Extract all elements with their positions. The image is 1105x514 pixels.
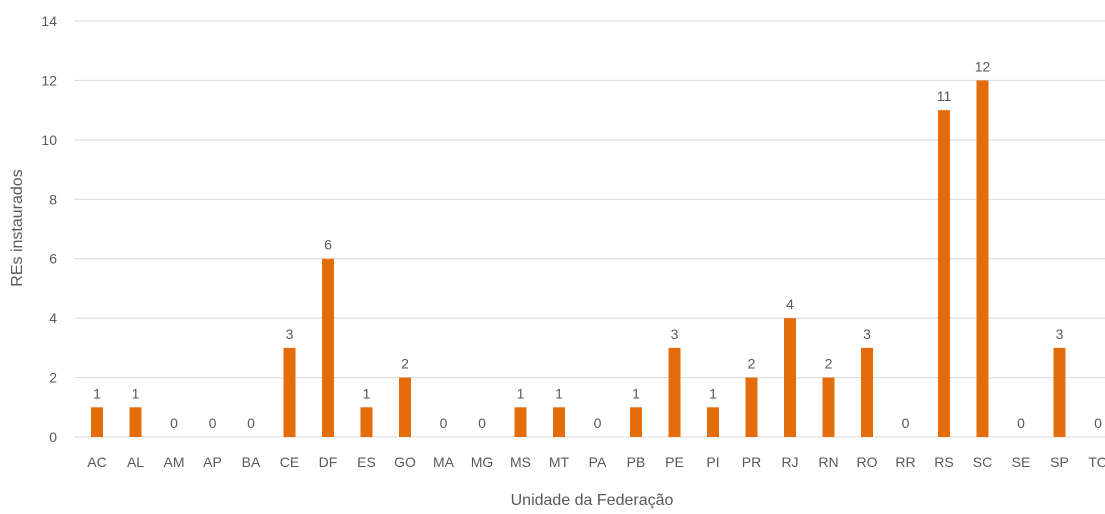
x-tick-label-go: GO <box>394 454 416 470</box>
x-tick-label-mg: MG <box>471 454 494 470</box>
x-tick-label-pi: PI <box>706 454 719 470</box>
y-tick-label: 12 <box>41 72 57 88</box>
bar-es <box>360 407 373 437</box>
bar-go <box>399 377 411 437</box>
x-tick-label-rj: RJ <box>781 454 798 470</box>
data-label-pa: 0 <box>594 415 602 431</box>
x-tick-label-to: TO <box>1088 454 1105 470</box>
x-axis-title: Unidade da Federação <box>511 492 674 509</box>
data-label-rs: 11 <box>937 88 952 104</box>
data-label-es: 1 <box>363 385 371 401</box>
x-tick-label-mt: MT <box>549 454 570 470</box>
bar-rn <box>822 377 835 437</box>
y-tick-label: 6 <box>49 251 57 267</box>
bar-al <box>129 407 142 437</box>
x-tick-label-ap: AP <box>203 454 222 470</box>
y-tick-label: 2 <box>49 370 57 386</box>
data-label-mt: 1 <box>555 385 563 401</box>
bar-ac <box>91 407 103 437</box>
bar-pe <box>668 347 681 437</box>
data-label-rj: 4 <box>786 296 794 312</box>
y-tick-label: 10 <box>41 132 57 148</box>
x-tick-label-rr: RR <box>895 454 915 470</box>
data-label-pb: 1 <box>632 385 640 401</box>
x-tick-label-sp: SP <box>1050 454 1069 470</box>
x-tick-label-es: ES <box>357 454 376 470</box>
x-tick-label-ac: AC <box>87 454 106 470</box>
y-tick-label: 0 <box>49 429 57 445</box>
x-tick-label-pr: PR <box>742 454 761 470</box>
data-label-rr: 0 <box>902 415 910 431</box>
data-label-ap: 0 <box>209 415 217 431</box>
x-tick-label-al: AL <box>127 454 144 470</box>
bar-pb <box>630 407 642 437</box>
data-label-mg: 0 <box>478 415 486 431</box>
y-axis-tick-labels: 0 2 4 6 8 10 12 14 <box>41 13 57 445</box>
bar-sp <box>1053 347 1066 437</box>
x-tick-label-rn: RN <box>818 454 838 470</box>
bar-pr <box>745 377 758 437</box>
data-label-df: 6 <box>324 237 332 253</box>
bar-rs <box>938 110 950 438</box>
y-axis-title: REs instaurados <box>9 169 26 286</box>
data-label-se: 0 <box>1017 415 1025 431</box>
bar-ro <box>861 347 873 437</box>
y-tick-label: 8 <box>49 191 57 207</box>
data-label-to: 0 <box>1094 415 1102 431</box>
bar-ce <box>283 347 296 437</box>
y-tick-label: 14 <box>41 13 57 29</box>
data-label-pr: 2 <box>748 356 756 372</box>
data-label-am: 0 <box>170 415 178 431</box>
data-label-ms: 1 <box>517 385 525 401</box>
bar-pi <box>707 407 719 437</box>
x-tick-label-ba: BA <box>242 454 261 470</box>
data-label-ro: 3 <box>863 326 871 342</box>
x-tick-label-ce: CE <box>280 454 299 470</box>
x-tick-label-pb: PB <box>627 454 646 470</box>
gridlines <box>74 20 1105 438</box>
x-tick-label-ms: MS <box>510 454 531 470</box>
data-label-sc: 12 <box>975 58 991 74</box>
bars <box>91 80 1066 438</box>
x-tick-label-pe: PE <box>665 454 684 470</box>
x-axis-tick-labels: AC AL AM AP BA CE DF ES GO MA MG MS MT PA PB PE PI PR RJ RN… <box>87 454 1105 470</box>
x-tick-label-ro: RO <box>857 454 878 470</box>
data-label-pi: 1 <box>709 385 717 401</box>
data-label-rn: 2 <box>825 356 833 372</box>
data-label-ba: 0 <box>247 415 255 431</box>
x-tick-label-rs: RS <box>934 454 953 470</box>
x-tick-label-sc: SC <box>973 454 992 470</box>
x-tick-label-df: DF <box>319 454 338 470</box>
data-label-ac: 1 <box>93 385 101 401</box>
data-label-go: 2 <box>401 356 409 372</box>
bar-ms <box>514 407 527 437</box>
x-tick-label-am: AM <box>164 454 185 470</box>
data-label-sp: 3 <box>1056 326 1064 342</box>
data-label-ma: 0 <box>440 415 448 431</box>
x-tick-label-se: SE <box>1012 454 1031 470</box>
data-label-pe: 3 <box>671 326 679 342</box>
x-tick-label-ma: MA <box>433 454 455 470</box>
bar-rj <box>784 318 796 437</box>
data-label-ce: 3 <box>286 326 294 342</box>
data-label-al: 1 <box>132 385 140 401</box>
bar-df <box>322 258 334 437</box>
y-tick-label: 4 <box>49 310 57 326</box>
bar-mt <box>553 407 565 437</box>
x-tick-label-pa: PA <box>589 454 607 470</box>
bar-sc <box>976 80 989 437</box>
